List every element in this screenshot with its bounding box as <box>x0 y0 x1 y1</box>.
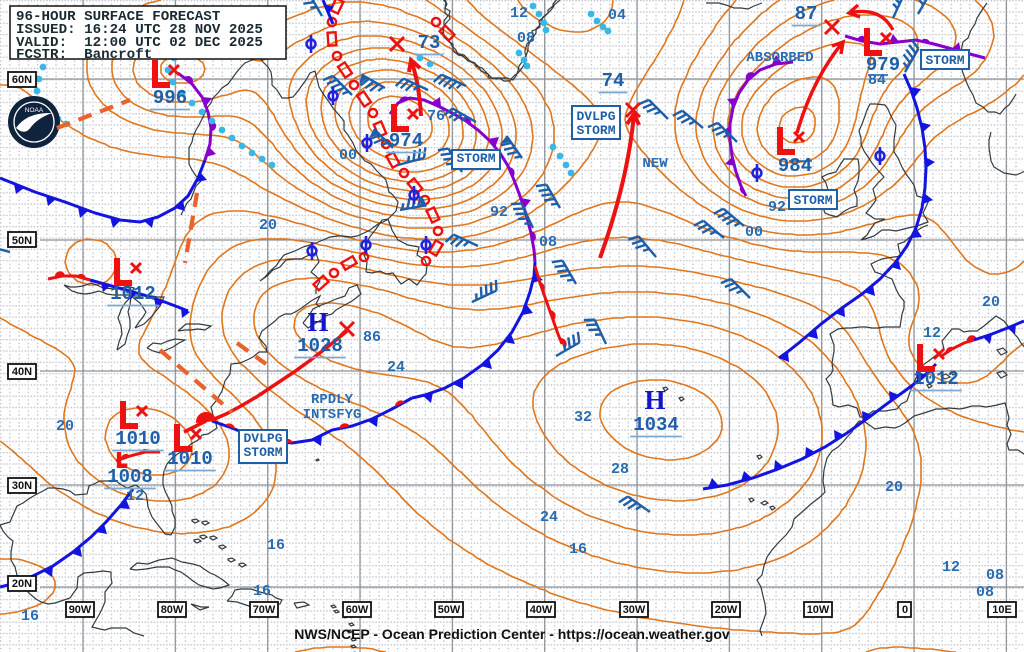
svg-text:60W: 60W <box>346 604 369 616</box>
svg-text:10W: 10W <box>807 604 830 616</box>
svg-text:FCSTR: Bancroft: FCSTR: Bancroft <box>16 47 152 63</box>
svg-text:NOAA: NOAA <box>25 107 44 114</box>
svg-text:STORM: STORM <box>793 193 832 208</box>
svg-text:NEW: NEW <box>642 156 668 172</box>
svg-text:984: 984 <box>778 155 812 177</box>
svg-text:28: 28 <box>611 461 629 478</box>
svg-text:00: 00 <box>745 224 763 241</box>
svg-text:20: 20 <box>56 418 74 435</box>
svg-text:12: 12 <box>942 559 960 576</box>
svg-text:08: 08 <box>517 30 535 47</box>
svg-text:70W: 70W <box>253 604 276 616</box>
svg-text:1012: 1012 <box>110 283 156 305</box>
svg-text:VALID: 12:00 UTC 02 DEC 2025: VALID: 12:00 UTC 02 DEC 2025 <box>16 35 263 51</box>
svg-text:996: 996 <box>153 87 187 109</box>
svg-text:STORM: STORM <box>243 445 282 460</box>
svg-text:32: 32 <box>574 409 592 426</box>
svg-text:30N: 30N <box>12 480 32 492</box>
svg-text:1012: 1012 <box>913 368 959 390</box>
svg-text:STORM: STORM <box>576 123 615 138</box>
svg-text:STORM: STORM <box>925 53 964 68</box>
svg-text:DVLPG: DVLPG <box>576 109 615 124</box>
svg-text:H: H <box>644 385 665 415</box>
svg-text:00: 00 <box>339 147 357 164</box>
svg-text:1010: 1010 <box>167 448 213 470</box>
svg-text:40N: 40N <box>12 366 32 378</box>
svg-text:1034: 1034 <box>633 414 679 436</box>
svg-text:60N: 60N <box>12 74 32 86</box>
svg-text:20: 20 <box>885 479 903 496</box>
svg-text:24: 24 <box>387 359 405 376</box>
svg-text:16: 16 <box>21 608 39 625</box>
svg-text:STORM: STORM <box>456 151 495 166</box>
svg-text:1010: 1010 <box>115 428 161 450</box>
svg-text:20N: 20N <box>12 578 32 590</box>
svg-text:50N: 50N <box>12 235 32 247</box>
svg-text:974: 974 <box>389 130 423 152</box>
svg-text:ABSORBED: ABSORBED <box>746 50 813 66</box>
svg-text:1028: 1028 <box>297 335 343 357</box>
svg-text:92: 92 <box>768 199 786 216</box>
svg-text:12: 12 <box>126 488 144 505</box>
svg-text:73: 73 <box>418 32 441 54</box>
svg-text:10E: 10E <box>992 604 1012 616</box>
svg-text:NWS/NCEP - Ocean Prediction Ce: NWS/NCEP - Ocean Prediction Center - htt… <box>294 626 730 642</box>
svg-text:86: 86 <box>363 329 381 346</box>
svg-text:90W: 90W <box>69 604 92 616</box>
svg-text:76: 76 <box>427 108 445 125</box>
svg-text:96-HOUR SURFACE FORECAST: 96-HOUR SURFACE FORECAST <box>16 9 221 25</box>
svg-text:16: 16 <box>267 537 285 554</box>
svg-text:H: H <box>307 307 328 337</box>
svg-text:1008: 1008 <box>107 466 153 488</box>
svg-text:08: 08 <box>539 234 557 251</box>
svg-text:40W: 40W <box>530 604 553 616</box>
svg-text:16: 16 <box>253 583 271 600</box>
svg-text:24: 24 <box>540 509 558 526</box>
svg-text:RPDLY: RPDLY <box>311 392 354 408</box>
svg-text:08: 08 <box>976 584 994 601</box>
svg-text:0: 0 <box>902 604 908 616</box>
svg-text:87: 87 <box>795 3 818 25</box>
svg-text:74: 74 <box>602 70 625 92</box>
svg-text:INTSFYG: INTSFYG <box>303 407 362 423</box>
svg-text:92: 92 <box>490 204 508 221</box>
svg-text:08: 08 <box>986 567 1004 584</box>
svg-text:979: 979 <box>866 54 900 76</box>
svg-text:ISSUED: 16:24 UTC 28 NOV 2025: ISSUED: 16:24 UTC 28 NOV 2025 <box>16 22 263 38</box>
svg-text:12: 12 <box>510 5 528 22</box>
svg-text:20: 20 <box>259 217 277 234</box>
svg-text:20: 20 <box>982 294 1000 311</box>
svg-text:84: 84 <box>868 72 886 89</box>
svg-text:50W: 50W <box>438 604 461 616</box>
svg-text:DVLPG: DVLPG <box>243 431 282 446</box>
svg-text:20W: 20W <box>715 604 738 616</box>
svg-text:80W: 80W <box>161 604 184 616</box>
svg-text:04: 04 <box>608 7 626 24</box>
svg-text:16: 16 <box>569 541 587 558</box>
svg-text:12: 12 <box>923 325 941 342</box>
svg-text:30W: 30W <box>623 604 646 616</box>
